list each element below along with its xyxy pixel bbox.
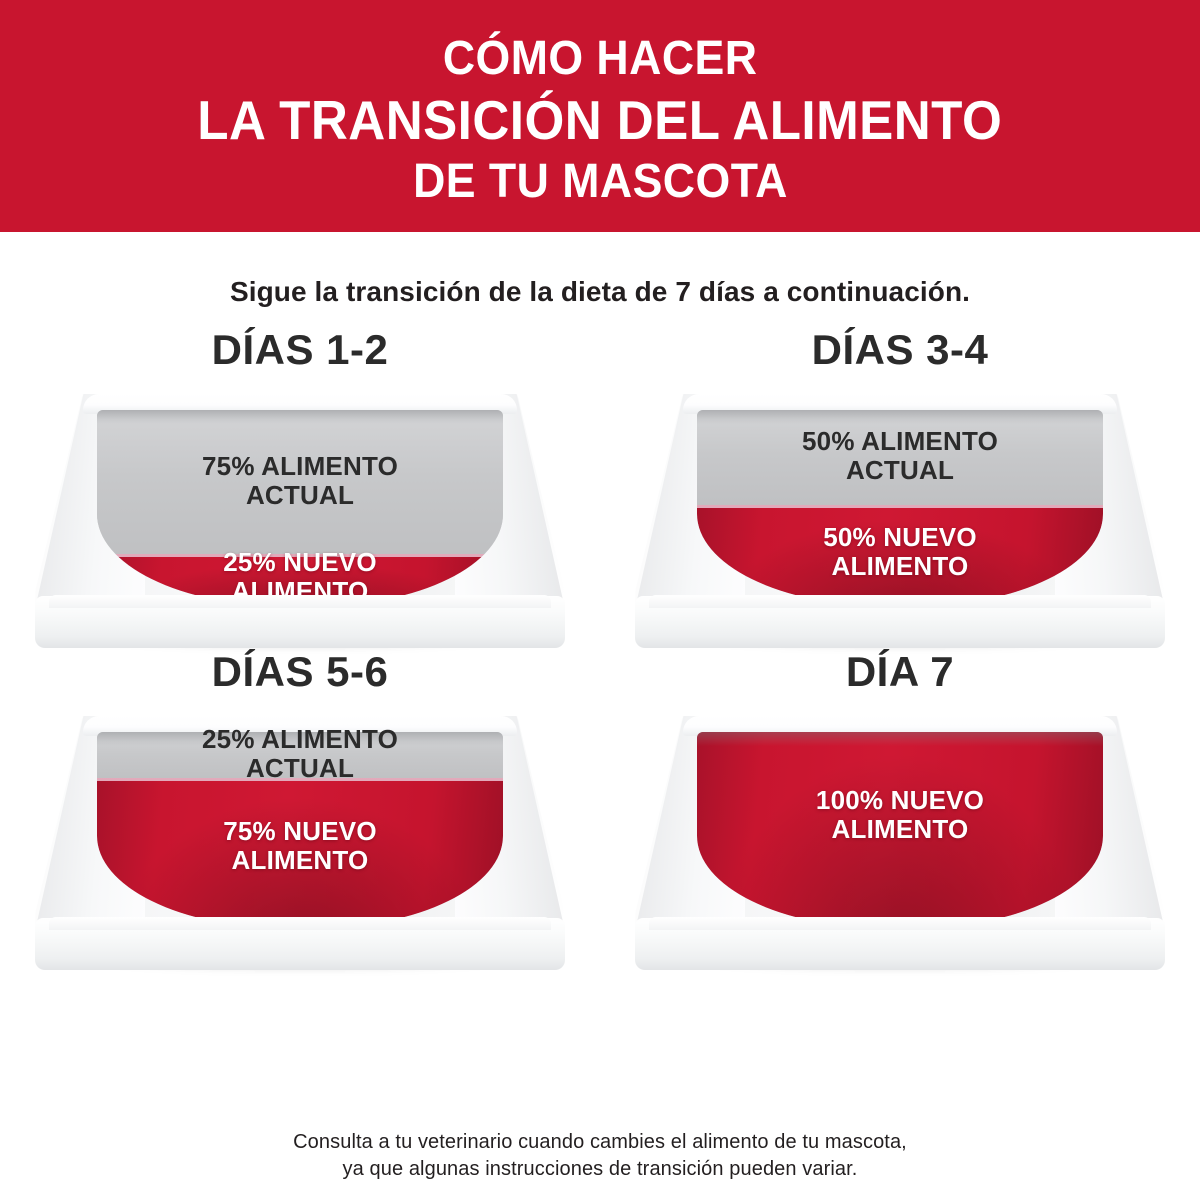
food-bowl-days-1-2: 75% ALIMENTO ACTUAL 25% NUEVO ALIMENTO: [35, 388, 565, 650]
bowl-top-rim: [683, 394, 1117, 414]
food-bowl-day-7: 100% NUEVO ALIMENTO: [635, 710, 1165, 972]
header-title-line-1: CÓMO HACER: [442, 31, 758, 85]
bowl-top-rim: [683, 716, 1117, 736]
bowl-pedestal-lip: [49, 595, 551, 608]
fill-new-food: [697, 732, 1103, 928]
subtitle-instruction: Sigue la transición de la dieta de 7 día…: [229, 276, 971, 307]
food-bowl-days-5-6: 25% ALIMENTO ACTUAL 75% NUEVO ALIMENTO: [35, 710, 565, 972]
fill-current-food: [97, 732, 503, 781]
step-day-label: DÍAS 3-4: [811, 326, 989, 373]
bowl-top-rim: [83, 394, 517, 414]
bowl-top-rim: [83, 716, 517, 736]
bowl-pedestal-lip: [649, 917, 1151, 930]
header-banner: CÓMO HACER LA TRANSICIÓN DEL ALIMENTO DE…: [0, 0, 1200, 232]
transition-steps-grid: DÍAS 1-2 75% ALIMENTO ACTUAL 25% NUEVO A…: [0, 326, 1200, 972]
step-card-day-7: DÍA 7 100% NUEVO ALIMENTO: [600, 648, 1200, 972]
footer-line-1: Consulta a tu veterinario cuando cambies…: [293, 1131, 907, 1154]
bowl-pedestal-lip: [49, 917, 551, 930]
step-card-days-5-6: DÍAS 5-6 25% ALIMENTO ACTUAL 75% NUEVO A…: [0, 648, 600, 972]
fill-current-food: [697, 410, 1103, 508]
bowl-cavity: [97, 732, 503, 928]
step-day-label: DÍA 7: [845, 648, 955, 695]
fill-current-food: [97, 410, 503, 557]
step-day-label: DÍAS 1-2: [211, 326, 389, 373]
footer-line-2: ya que algunas instrucciones de transici…: [342, 1157, 858, 1180]
step-card-days-1-2: DÍAS 1-2 75% ALIMENTO ACTUAL 25% NUEVO A…: [0, 326, 600, 650]
bowl-cavity: [97, 410, 503, 606]
header-title-line-3: DE TU MASCOTA: [412, 154, 788, 208]
food-bowl-days-3-4: 50% ALIMENTO ACTUAL 50% NUEVO ALIMENTO: [635, 388, 1165, 650]
footer-disclaimer: Consulta a tu veterinario cuando cambies…: [0, 1129, 1200, 1182]
fill-new-food: [97, 781, 503, 928]
step-day-label: DÍAS 5-6: [211, 648, 389, 695]
header-title-line-2: LA TRANSICIÓN DEL ALIMENTO: [197, 88, 1003, 151]
step-card-days-3-4: DÍAS 3-4 50% ALIMENTO ACTUAL 50% NUEVO A…: [600, 326, 1200, 650]
bowl-cavity: [697, 732, 1103, 928]
bowl-cavity: [697, 410, 1103, 606]
bowl-pedestal-lip: [649, 595, 1151, 608]
